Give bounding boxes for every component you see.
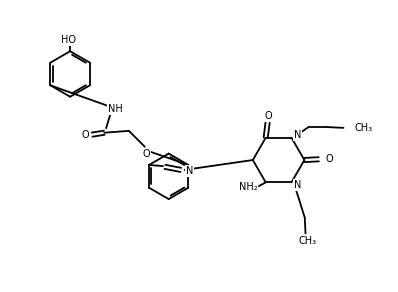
Text: N: N — [294, 130, 301, 140]
Text: O: O — [325, 154, 333, 164]
Text: N: N — [294, 180, 301, 190]
Text: N: N — [186, 166, 193, 176]
Text: NH: NH — [108, 104, 123, 114]
Text: O: O — [142, 149, 150, 159]
Text: CH₃: CH₃ — [354, 123, 372, 133]
Text: O: O — [265, 111, 272, 121]
Text: NH₂: NH₂ — [239, 182, 258, 192]
Text: CH₃: CH₃ — [298, 236, 316, 246]
Text: O: O — [82, 130, 89, 140]
Text: HO: HO — [61, 35, 76, 45]
